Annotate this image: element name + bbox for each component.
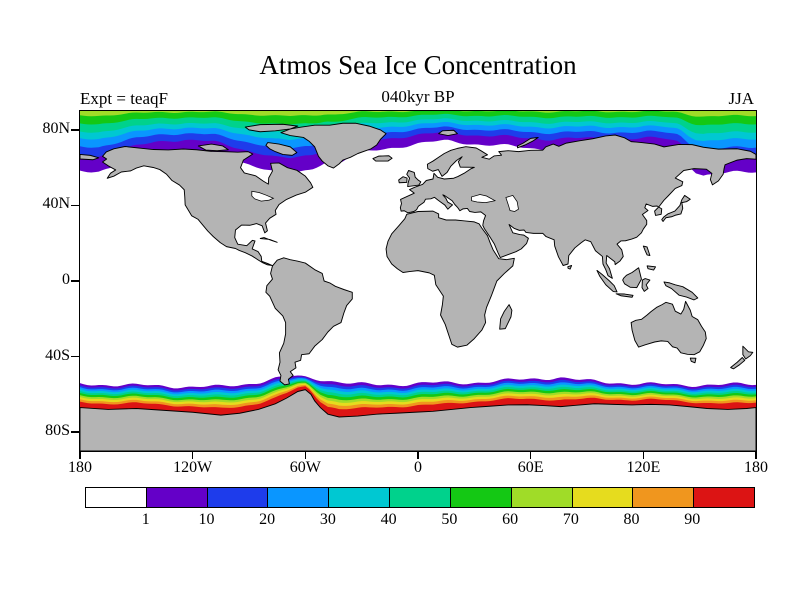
colorbar-label: 60 <box>502 511 519 528</box>
colorbar-segment <box>206 488 268 507</box>
colorbar-segment <box>632 488 694 507</box>
season-label: JJA <box>728 89 754 108</box>
land-polygon <box>642 245 651 256</box>
x-tick-mark <box>191 452 194 459</box>
colorbar-segment <box>86 488 146 507</box>
y-tick-mark <box>71 280 79 282</box>
land-polygon <box>398 176 408 184</box>
x-tick-label: 180 <box>68 459 92 476</box>
land-polygon <box>244 123 299 133</box>
land-polygon <box>742 345 754 360</box>
colorbar-segment <box>328 488 390 507</box>
chart-subtitle: 040kyr BP <box>381 87 455 106</box>
land-polygon <box>499 304 513 330</box>
y-tick-label: 80S <box>45 422 70 440</box>
land-polygon <box>517 136 539 149</box>
lake-polygon <box>471 194 497 203</box>
x-tick-label: 0 <box>414 459 422 476</box>
lake-polygon <box>251 190 275 202</box>
colorbar-label: 80 <box>623 511 640 528</box>
colorbar-label: 40 <box>380 511 397 528</box>
y-tick-mark <box>71 431 79 433</box>
land-polygon <box>615 293 634 298</box>
x-tick-mark <box>304 452 307 459</box>
x-tick-mark <box>755 452 757 459</box>
colorbar <box>85 487 755 508</box>
y-tick-mark <box>71 204 79 207</box>
x-tick-mark <box>529 452 532 459</box>
land-polygon <box>630 300 707 356</box>
colorbar-segment <box>389 488 450 507</box>
colorbar-label: 10 <box>198 511 215 528</box>
experiment-label: Expt = teaqF <box>80 89 168 108</box>
land-polygon <box>372 155 393 162</box>
x-tick-label: 60E <box>517 459 544 476</box>
y-tick-label: 80N <box>42 119 70 137</box>
chart-title: Atmos Sea Ice Concentration <box>259 50 577 80</box>
x-tick-mark <box>642 452 645 459</box>
colorbar-label: 1 <box>141 511 150 528</box>
y-tick-mark <box>71 129 79 131</box>
land-polygon <box>265 142 298 156</box>
colorbar-label: 20 <box>259 511 276 528</box>
land-polygon <box>646 265 657 271</box>
land-polygon <box>596 269 618 293</box>
land-polygon <box>406 170 422 188</box>
land-polygon <box>438 129 458 137</box>
world-map <box>80 111 756 451</box>
antarctica-polygon <box>80 389 756 451</box>
land-polygon <box>567 265 573 270</box>
y-tick-label: 40S <box>45 346 70 364</box>
land-polygon <box>102 146 314 266</box>
land-polygon <box>259 237 278 243</box>
colorbar-label: 90 <box>684 511 701 528</box>
land-polygon <box>730 357 746 370</box>
colorbar-segment <box>449 488 511 507</box>
lake-polygon <box>505 194 519 212</box>
colorbar-label: 70 <box>562 511 579 528</box>
land-polygon <box>689 357 697 364</box>
x-tick-label: 120E <box>626 459 661 476</box>
x-tick-mark <box>417 452 419 459</box>
colorbar-segment <box>693 488 754 507</box>
ice-band-arctic <box>80 111 756 117</box>
colorbar-label: 50 <box>441 511 458 528</box>
land-polygon <box>197 143 229 152</box>
y-tick-label: 0 <box>62 271 70 288</box>
x-tick-label: 60W <box>289 459 321 476</box>
land-polygon <box>280 122 387 169</box>
y-tick-label: 40N <box>42 195 70 213</box>
x-tick-label: 120W <box>173 459 213 476</box>
land-polygon <box>80 153 100 161</box>
x-tick-label: 180 <box>744 459 768 476</box>
colorbar-segment <box>145 488 207 507</box>
x-tick-mark <box>79 452 81 459</box>
colorbar-segment <box>571 488 633 507</box>
y-tick-mark <box>71 355 79 358</box>
land-polygon <box>265 257 353 386</box>
land-polygon <box>663 281 699 301</box>
colorbar-label: 30 <box>319 511 336 528</box>
colorbar-segment <box>510 488 572 507</box>
land-polygon <box>641 278 651 292</box>
land-polygon <box>385 210 515 348</box>
land-polygon <box>622 267 642 289</box>
land-polygon <box>661 194 691 222</box>
land-polygon <box>399 134 756 279</box>
colorbar-segment <box>267 488 329 507</box>
